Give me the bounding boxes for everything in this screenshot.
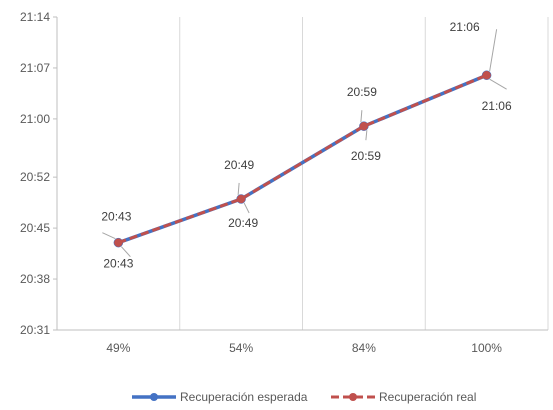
x-tick-label: 49% bbox=[106, 341, 130, 355]
x-tick-label: 84% bbox=[352, 341, 376, 355]
data-label: 20:59 bbox=[347, 85, 377, 99]
data-label: 20:59 bbox=[351, 149, 381, 163]
label-leader-line bbox=[365, 130, 368, 141]
legend-item-2: Recuperación real bbox=[331, 390, 476, 404]
data-label: 20:49 bbox=[224, 158, 254, 172]
data-point bbox=[114, 238, 123, 247]
legend-swatch-marker bbox=[150, 393, 158, 401]
data-label: 20:43 bbox=[103, 257, 133, 271]
data-label: 21:06 bbox=[482, 99, 512, 113]
legend: Recuperación esperada Recuperación real bbox=[132, 390, 476, 404]
y-tick-label: 21:14 bbox=[20, 10, 50, 24]
label-leader-line bbox=[489, 78, 507, 90]
label-leader-line bbox=[121, 246, 131, 257]
label-leader-line bbox=[243, 202, 250, 214]
label-leader-line bbox=[360, 110, 363, 123]
axes: 20:31 20:38 20:45 20:52 21:00 21:07 21:14 49% 54… bbox=[20, 10, 548, 355]
data-point bbox=[482, 70, 491, 80]
data-point bbox=[236, 194, 246, 204]
gridlines bbox=[179, 17, 549, 330]
series-line-2 bbox=[117, 73, 488, 245]
data-label: 20:49 bbox=[228, 216, 258, 230]
label-leader-lines bbox=[102, 29, 507, 257]
label-leader-line bbox=[237, 182, 240, 196]
legend-swatch-marker bbox=[349, 393, 357, 401]
legend-label: Recuperación real bbox=[379, 390, 476, 404]
y-tick-label: 20:45 bbox=[20, 221, 50, 235]
data-label: 21:06 bbox=[450, 20, 480, 34]
series-lines bbox=[113, 70, 492, 248]
data-labels: 20:43 20:49 20:59 21:06 20:43 20:49 20:59 21:06 bbox=[101, 20, 512, 270]
label-leader-line bbox=[489, 29, 498, 72]
legend-label: Recuperación esperada bbox=[180, 390, 308, 404]
data-label: 20:43 bbox=[101, 210, 131, 224]
x-tick-label: 54% bbox=[229, 341, 253, 355]
y-tick-label: 20:52 bbox=[20, 170, 50, 184]
y-tick-label: 21:07 bbox=[20, 61, 50, 75]
y-tick-label: 21:00 bbox=[20, 112, 50, 126]
y-tick-label: 20:31 bbox=[20, 323, 50, 337]
data-point bbox=[359, 121, 369, 131]
label-leader-line bbox=[102, 232, 116, 240]
legend-item-1: Recuperación esperada bbox=[132, 390, 308, 404]
x-tick-label: 100% bbox=[471, 341, 502, 355]
y-tick-label: 20:38 bbox=[20, 272, 50, 286]
